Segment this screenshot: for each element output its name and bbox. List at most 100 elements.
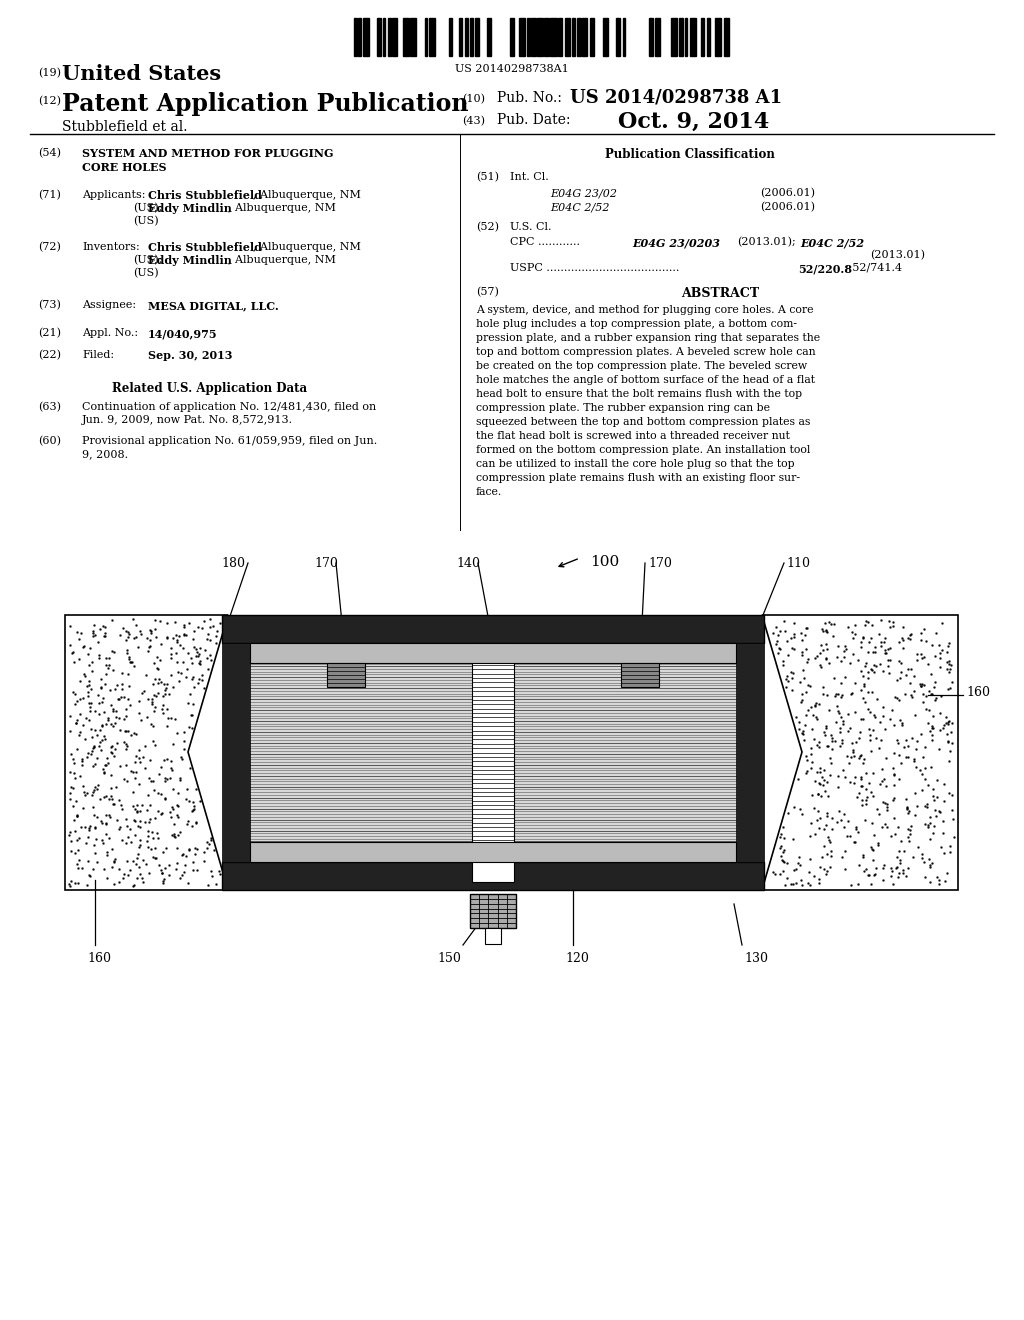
Bar (250, 643, 736, 663)
Text: be created on the top compression plate. The beveled screw: be created on the top compression plate.… (476, 360, 807, 371)
Text: (71): (71) (38, 190, 60, 201)
Text: (63): (63) (38, 403, 61, 412)
Text: , Albuquerque, NM: , Albuquerque, NM (253, 190, 360, 201)
Bar (222, 862, 764, 890)
Text: Int. Cl.: Int. Cl. (510, 172, 549, 182)
Text: 180: 180 (221, 557, 245, 570)
Text: 100: 100 (590, 554, 620, 569)
Bar (470, 894, 516, 928)
Bar (736, 643, 764, 862)
Text: ; 52/741.4: ; 52/741.4 (845, 263, 902, 273)
Bar (690, 18, 695, 55)
Bar (354, 18, 357, 55)
Text: 150: 150 (437, 952, 461, 965)
Bar (364, 18, 369, 55)
Bar (383, 18, 385, 55)
Text: United States: United States (62, 63, 221, 84)
Text: 160: 160 (966, 686, 990, 700)
Bar (358, 18, 361, 55)
Text: (2006.01): (2006.01) (760, 187, 815, 198)
Text: (52): (52) (476, 222, 499, 232)
Bar (544, 18, 549, 55)
Text: Applicants:: Applicants: (82, 190, 145, 201)
Text: (2013.01): (2013.01) (870, 249, 925, 260)
Bar (724, 18, 729, 55)
Text: (US);: (US); (133, 255, 163, 265)
Bar (474, 18, 479, 55)
Bar (425, 18, 427, 55)
Bar (553, 18, 557, 55)
Bar (429, 18, 435, 55)
Text: Jun. 9, 2009, now Pat. No. 8,572,913.: Jun. 9, 2009, now Pat. No. 8,572,913. (82, 414, 293, 425)
Bar (450, 18, 453, 55)
Text: (51): (51) (476, 172, 499, 182)
Text: Assignee:: Assignee: (82, 300, 136, 310)
Text: ABSTRACT: ABSTRACT (681, 286, 759, 300)
Bar (392, 18, 397, 55)
Text: 14/040,975: 14/040,975 (148, 327, 218, 339)
Bar (378, 18, 381, 55)
Text: Eddy Mindlin: Eddy Mindlin (148, 203, 231, 214)
Bar (387, 18, 390, 55)
Text: (2006.01): (2006.01) (760, 202, 815, 213)
Text: formed on the bottom compression plate. An installation tool: formed on the bottom compression plate. … (476, 445, 810, 455)
Bar (564, 18, 569, 55)
Bar (465, 18, 468, 55)
Text: , Albuquerque, NM: , Albuquerque, NM (253, 242, 360, 252)
Text: E04G 23/02: E04G 23/02 (550, 187, 617, 198)
Text: US 20140298738A1: US 20140298738A1 (455, 63, 569, 74)
Text: (12): (12) (38, 96, 61, 107)
Text: (43): (43) (462, 116, 485, 127)
Text: Oct. 9, 2014: Oct. 9, 2014 (618, 111, 769, 133)
Text: (10): (10) (462, 94, 485, 104)
Text: Chris Stubblefield: Chris Stubblefield (148, 190, 262, 201)
Text: (2013.01);: (2013.01); (737, 238, 796, 247)
Text: 52/220.8: 52/220.8 (798, 263, 852, 275)
Bar (222, 643, 250, 862)
Text: (21): (21) (38, 327, 61, 338)
Text: 120: 120 (565, 952, 589, 965)
Text: 170: 170 (314, 557, 338, 570)
Bar (470, 18, 472, 55)
Text: U.S. Cl.: U.S. Cl. (510, 222, 552, 232)
Text: 140: 140 (456, 557, 480, 570)
Bar (472, 643, 514, 882)
Bar (550, 18, 553, 55)
Bar (531, 18, 536, 55)
Text: (57): (57) (476, 286, 499, 297)
Bar (250, 842, 736, 862)
Bar (672, 18, 677, 55)
Text: can be utilized to install the core hole plug so that the top: can be utilized to install the core hole… (476, 459, 795, 469)
Text: pression plate, and a rubber expansion ring that separates the: pression plate, and a rubber expansion r… (476, 333, 820, 343)
Bar (603, 18, 608, 55)
Text: face.: face. (476, 487, 502, 498)
Text: CPC ............: CPC ............ (510, 238, 580, 247)
Text: US 2014/0298738 A1: US 2014/0298738 A1 (570, 88, 782, 107)
Text: Pub. No.:: Pub. No.: (497, 91, 562, 106)
Text: Related U.S. Application Data: Related U.S. Application Data (113, 381, 307, 395)
Bar (538, 18, 543, 55)
Bar (655, 18, 659, 55)
Bar (485, 928, 501, 944)
Bar (519, 18, 524, 55)
Text: hole matches the angle of bottom surface of the head of a flat: hole matches the angle of bottom surface… (476, 375, 815, 385)
Text: Appl. No.:: Appl. No.: (82, 327, 138, 338)
Text: (19): (19) (38, 69, 61, 78)
Text: (US);: (US); (133, 203, 163, 214)
Bar (327, 663, 365, 686)
Bar (623, 18, 626, 55)
Text: 130: 130 (744, 952, 768, 965)
Text: (22): (22) (38, 350, 61, 360)
Bar (460, 18, 462, 55)
Bar (716, 18, 721, 55)
Bar (558, 18, 562, 55)
Text: Inventors:: Inventors: (82, 242, 139, 252)
Text: Eddy Mindlin: Eddy Mindlin (148, 255, 231, 267)
Bar (527, 18, 530, 55)
Text: Provisional application No. 61/059,959, filed on Jun.: Provisional application No. 61/059,959, … (82, 436, 377, 446)
Text: MESA DIGITAL, LLC.: MESA DIGITAL, LLC. (148, 300, 279, 312)
Polygon shape (762, 615, 958, 890)
Text: (72): (72) (38, 242, 60, 252)
Bar (685, 18, 687, 55)
Text: compression plate. The rubber expansion ring can be: compression plate. The rubber expansion … (476, 403, 770, 413)
